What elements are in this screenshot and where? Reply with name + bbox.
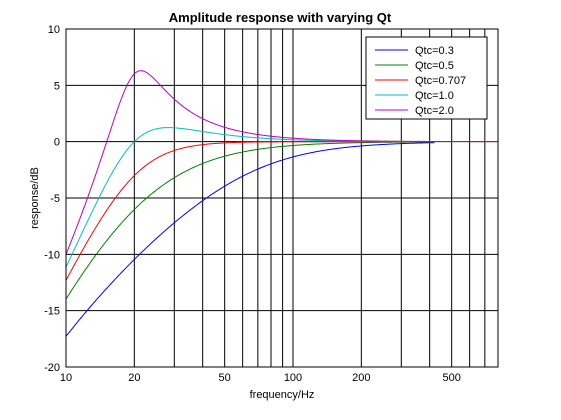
y-axis-label: response/dB — [29, 167, 41, 229]
chart-title: Amplitude response with varying Qt — [169, 10, 392, 25]
series-line-qtc-2-0 — [65, 70, 498, 255]
x-tick-label: 50 — [219, 372, 231, 384]
grid — [66, 29, 498, 367]
legend-label: Qtc=0.707 — [415, 75, 466, 87]
legend-label: Qtc=1.0 — [415, 90, 454, 102]
series-line-qtc-0-3 — [65, 142, 435, 337]
x-tick-labels: 10 20 50 100 200 500 — [60, 372, 461, 384]
x-tick-label: 500 — [442, 372, 460, 384]
y-tick-label: -15 — [44, 306, 60, 318]
legend: Qtc=0.3 Qtc=0.5 Qtc=0.707 Qtc=1.0 Qtc=2.0 — [365, 36, 488, 120]
y-tick-label: -5 — [50, 193, 60, 205]
series-line-qtc-0-5 — [65, 141, 435, 300]
legend-label: Qtc=2.0 — [415, 105, 454, 117]
y-tick-label: 5 — [54, 80, 60, 92]
legend-label: Qtc=0.3 — [415, 45, 454, 57]
y-tick-label: -10 — [44, 249, 60, 261]
y-tick-label: -20 — [44, 362, 60, 374]
plot-frame — [65, 28, 499, 368]
legend-box — [365, 36, 488, 120]
legend-label: Qtc=0.5 — [415, 60, 454, 72]
x-tick-label: 200 — [352, 372, 370, 384]
y-tick-label: 0 — [54, 137, 60, 149]
x-tick-label: 10 — [60, 372, 72, 384]
x-axis-label: frequency/Hz — [250, 389, 315, 401]
x-tick-label: 20 — [128, 372, 140, 384]
x-tick-label: 100 — [284, 372, 302, 384]
y-tick-labels: 10 5 0 -5 -10 -15 -20 — [44, 24, 60, 374]
series-lines — [65, 70, 498, 337]
y-tick-label: 10 — [48, 24, 60, 36]
